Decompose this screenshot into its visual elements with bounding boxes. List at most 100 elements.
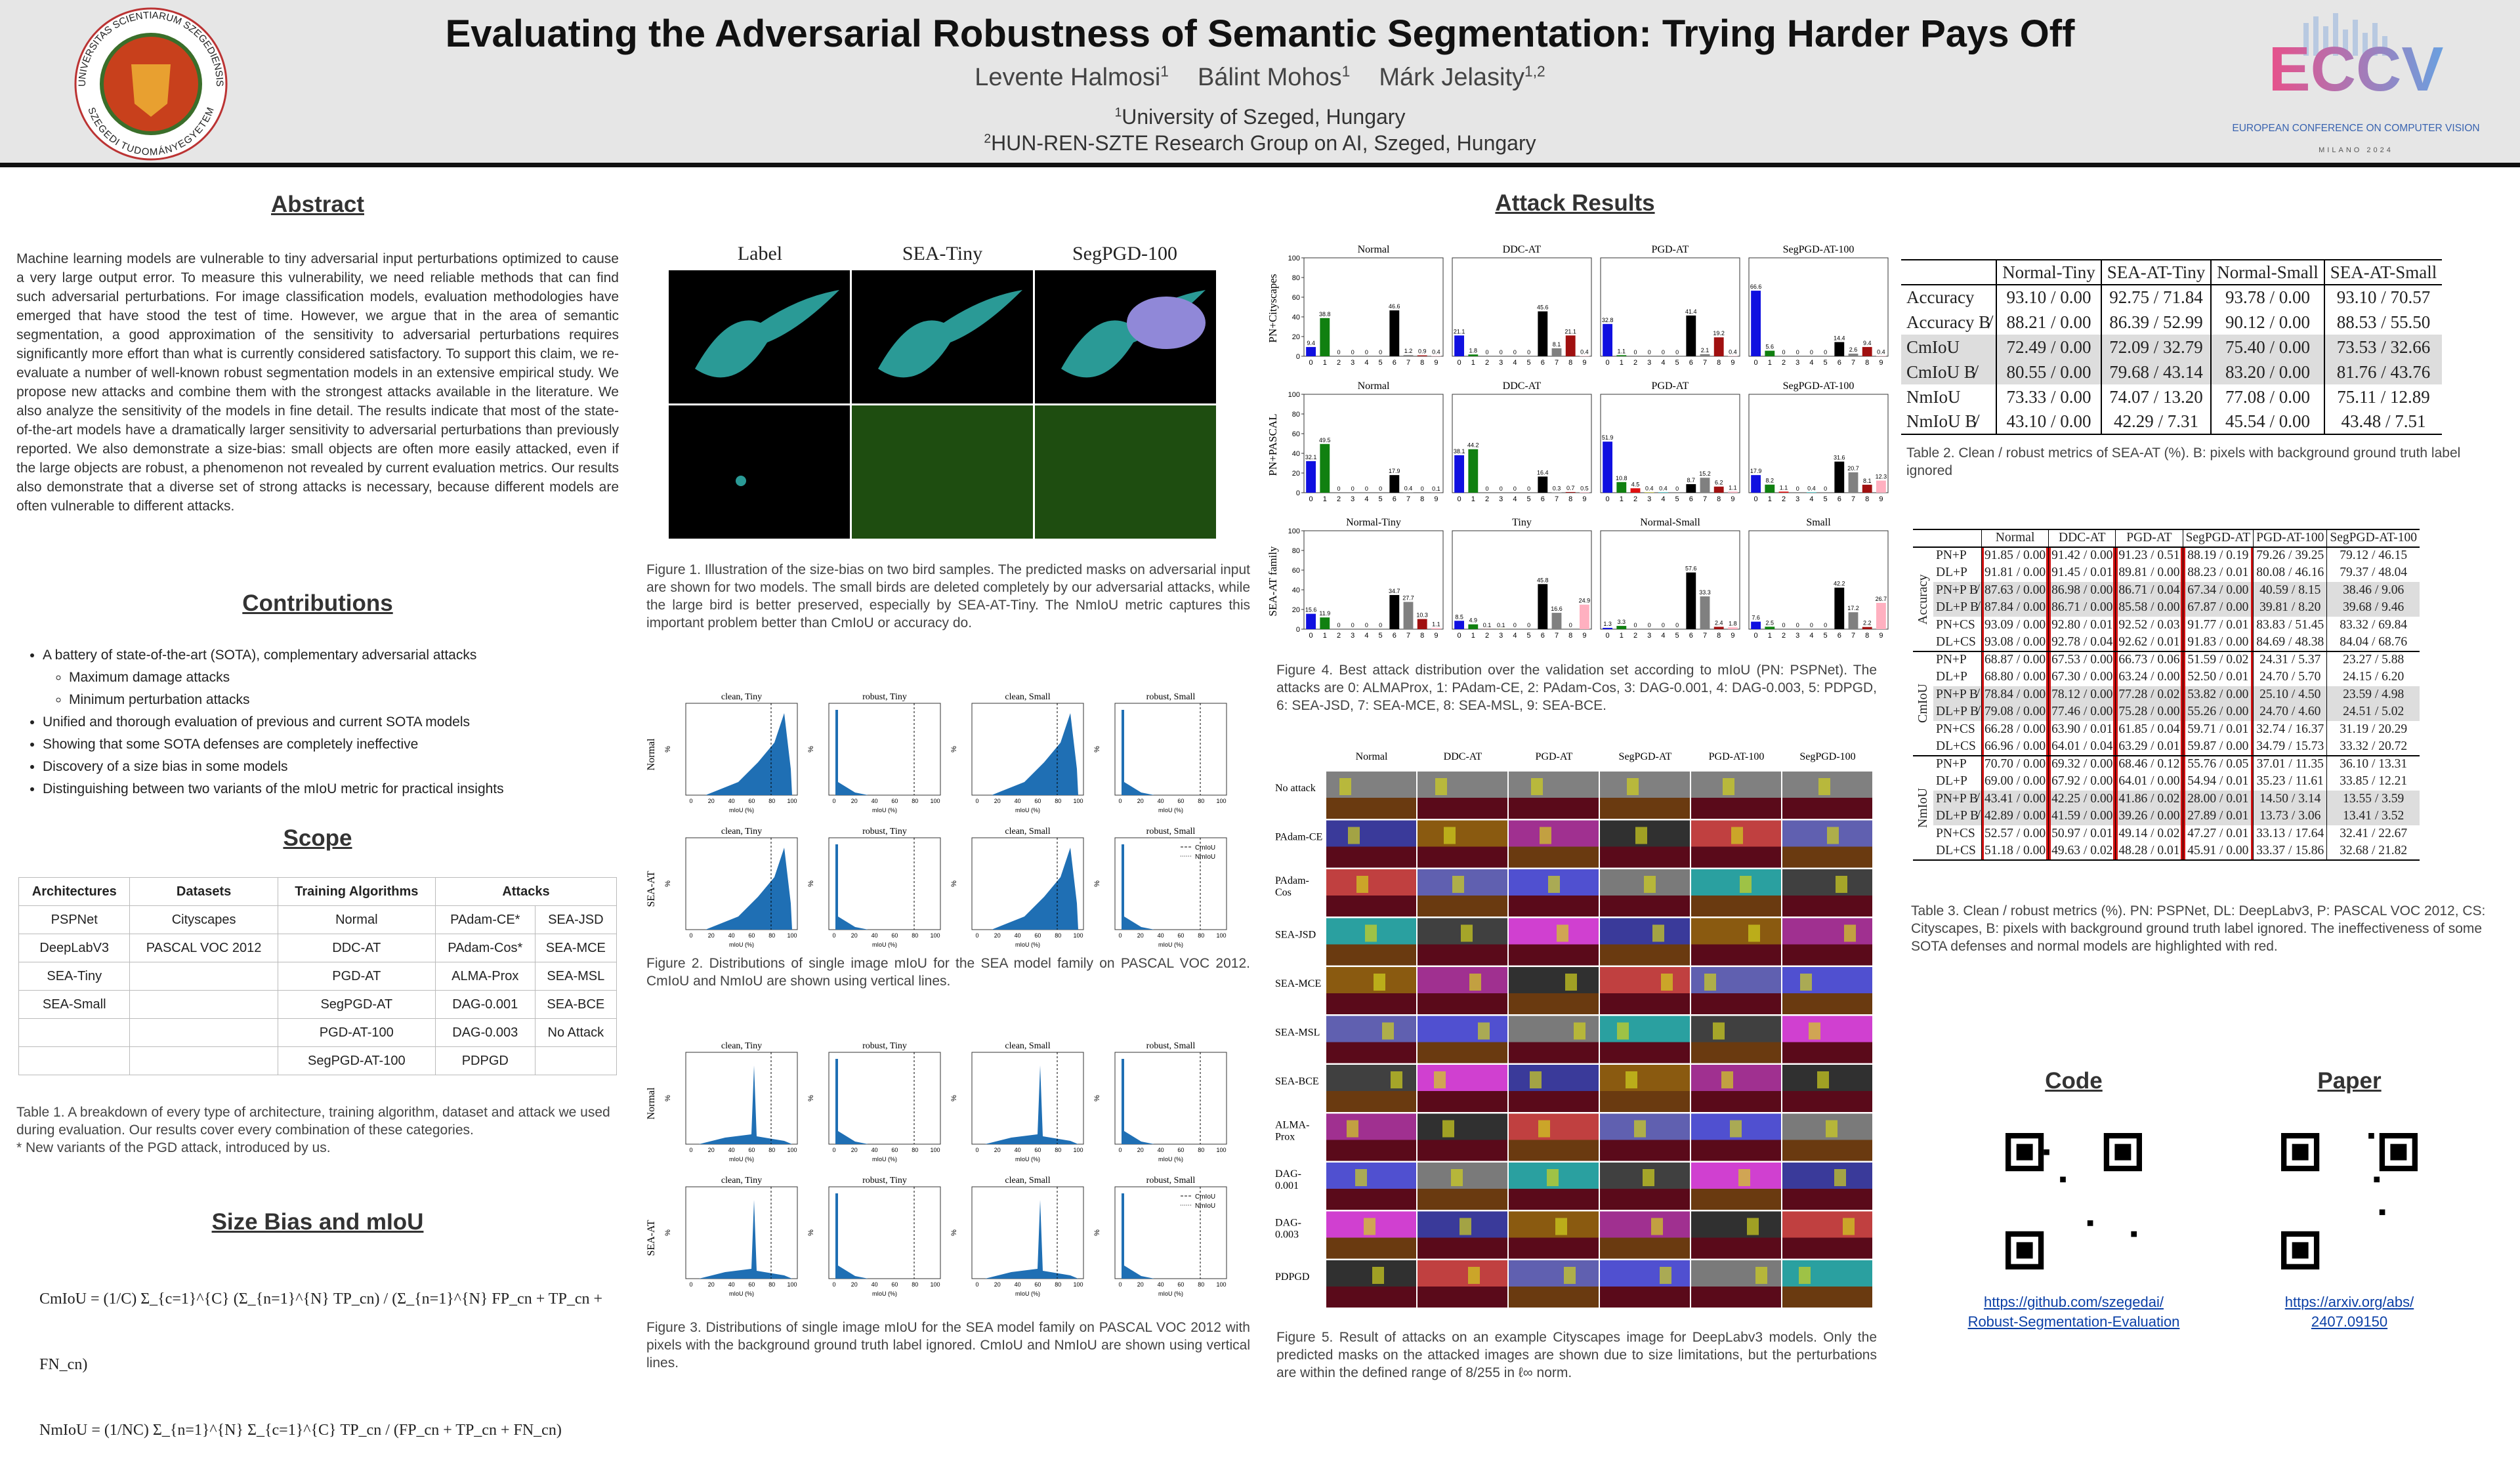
bar-label: 0	[1379, 485, 1382, 492]
contribution-text: A battery of state-of-the-art (SOTA), co…	[43, 648, 476, 663]
cell: 81.76 / 43.76	[2324, 360, 2443, 384]
x-tick-label: 6	[1689, 632, 1693, 640]
x-tick-label: 20	[994, 1281, 1001, 1288]
mask-detail	[1748, 925, 1760, 942]
axes	[829, 703, 940, 795]
mask-road	[1509, 1189, 1599, 1210]
x-label: mIoU (%)	[729, 807, 754, 814]
cell: 63.24 / 0.00	[2116, 669, 2183, 686]
bar-label: 5.6	[1766, 344, 1774, 350]
contributions: A battery of state-of-the-art (SOTA), co…	[16, 644, 619, 800]
mask-top	[1509, 772, 1599, 798]
x-label: mIoU (%)	[1158, 1290, 1183, 1297]
panel-title: Small	[1806, 517, 1831, 528]
x-tick-label: 0	[1458, 632, 1461, 640]
y-tick-label: 100	[1288, 527, 1300, 535]
column-label: PGD-AT	[1536, 751, 1573, 762]
bar-label: 45.6	[1537, 304, 1549, 311]
row-label: DAG-0.003	[1275, 1218, 1301, 1241]
code-link[interactable]: https://github.com/szegedai/Robust-Segme…	[1968, 1294, 2180, 1330]
cell: 33.13 / 17.64	[2254, 825, 2327, 843]
x-tick-label: 9	[1582, 495, 1586, 503]
mask-detail	[1374, 974, 1385, 991]
y-tick-label: 20	[1292, 470, 1300, 478]
mask-top	[1509, 1212, 1599, 1238]
x-tick-label: 8	[1717, 632, 1721, 640]
x-tick-label: 2	[1782, 495, 1786, 503]
bar	[1645, 492, 1654, 493]
link-part[interactable]: 2407.09150	[2311, 1313, 2387, 1330]
x-tick-label: 5	[1675, 359, 1679, 367]
mask-road	[1782, 896, 1872, 917]
bar-label: 0	[1379, 349, 1382, 356]
cell: 91.81 / 0.00	[1982, 564, 2049, 582]
bar-label: 8.1	[1553, 341, 1561, 348]
x-tick-label: 9	[1731, 495, 1734, 503]
x-tick-label: 4	[1661, 359, 1665, 367]
x-tick-label: 60	[1034, 1147, 1041, 1153]
column-label: Normal	[1356, 751, 1388, 762]
histogram-shape	[1122, 844, 1154, 930]
x-tick-label: 6	[1838, 495, 1841, 503]
bar-label: 12.3	[1876, 474, 1887, 480]
mask-top	[1418, 1260, 1507, 1287]
cell: 50.97 / 0.01	[2049, 825, 2116, 843]
mask-detail	[1626, 1071, 1637, 1088]
mask-road	[1600, 896, 1690, 917]
header-cell: SegPGD-AT	[2183, 529, 2254, 547]
x-tick-label: 5	[1379, 632, 1383, 640]
x-tick-label: 0	[975, 1147, 978, 1153]
row-label: DAG-0.001	[1275, 1168, 1301, 1191]
x-tick-label: 7	[1406, 359, 1410, 367]
row-label: ALMA-Prox	[1275, 1120, 1309, 1143]
x-label: mIoU (%)	[1015, 1156, 1040, 1163]
cell: 47.27 / 0.01	[2183, 825, 2254, 843]
mask-detail	[1747, 1218, 1759, 1235]
row-label: NmIoU	[1901, 384, 1996, 409]
x-tick-label: 80	[768, 1147, 775, 1153]
header-cell: Datasets	[130, 878, 278, 906]
link-part[interactable]: https://arxiv.org/abs/	[2285, 1294, 2414, 1310]
bar-label: 51.9	[1602, 434, 1614, 441]
bar	[1728, 627, 1738, 629]
author-name: Bálint Mohos	[1198, 64, 1342, 91]
mask-top	[1691, 1260, 1781, 1287]
x-tick-label: 8	[1865, 495, 1869, 503]
cell: SEA-Tiny	[19, 962, 130, 991]
x-tick-label: 2	[1633, 495, 1637, 503]
mask-detail	[1661, 974, 1673, 991]
footnote: * New variants of the PGD attack, introd…	[16, 1140, 331, 1155]
mask-detail	[1704, 974, 1716, 991]
mask-road	[1326, 1091, 1416, 1112]
link-part[interactable]: Robust-Segmentation-Evaluation	[1968, 1313, 2180, 1330]
qr-finder-core	[2017, 1242, 2033, 1258]
x-tick-label: 5	[1527, 632, 1531, 640]
x-tick-label: 9	[1879, 359, 1883, 367]
x-tick-label: 0	[1118, 798, 1122, 804]
cell: No Attack	[535, 1019, 616, 1047]
x-tick-label: 100	[1216, 798, 1226, 804]
x-tick-label: 0	[832, 1281, 835, 1288]
mask-road	[1509, 1140, 1599, 1161]
cell: 90.12 / 0.00	[2211, 310, 2324, 335]
x-tick-label: 7	[1851, 359, 1855, 367]
link-part[interactable]: https://github.com/szegedai/	[1984, 1294, 2164, 1310]
bar-label: 0	[1675, 349, 1679, 356]
bar-label: 44.2	[1467, 442, 1479, 449]
paper-link[interactable]: https://arxiv.org/abs/2407.09150	[2285, 1294, 2414, 1330]
bar-label: 34.7	[1389, 588, 1400, 594]
mask-detail	[1617, 1023, 1629, 1040]
bar-label: 20.7	[1847, 465, 1859, 472]
bar-label: 0	[1648, 622, 1651, 628]
bar	[1834, 588, 1844, 629]
x-tick-label: 80	[1198, 798, 1204, 804]
x-tick-label: 60	[1034, 1281, 1041, 1288]
header-cell: Architectures	[19, 878, 130, 906]
mask-top	[1326, 869, 1416, 896]
header-cell: Normal	[1982, 529, 2049, 547]
header-cell: Normal-Tiny	[1996, 260, 2101, 285]
